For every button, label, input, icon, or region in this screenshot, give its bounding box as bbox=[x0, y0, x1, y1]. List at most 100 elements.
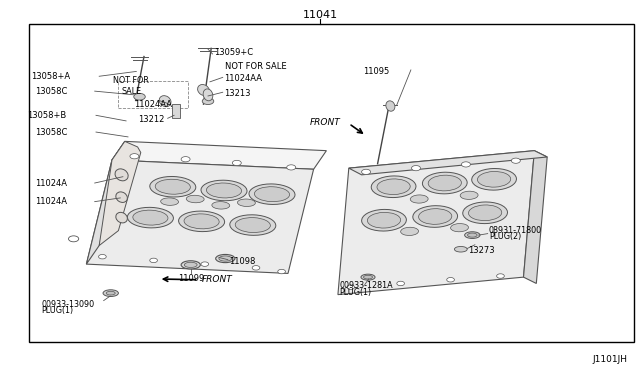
Ellipse shape bbox=[186, 195, 204, 203]
Text: FRONT: FRONT bbox=[202, 275, 232, 284]
Text: 13058+A: 13058+A bbox=[31, 72, 70, 81]
Circle shape bbox=[252, 266, 260, 270]
Text: 08931-71800: 08931-71800 bbox=[489, 226, 542, 235]
Ellipse shape bbox=[181, 261, 200, 269]
Ellipse shape bbox=[465, 232, 480, 238]
Ellipse shape bbox=[401, 227, 419, 235]
Circle shape bbox=[99, 254, 106, 259]
Text: 13212: 13212 bbox=[138, 115, 164, 124]
Text: NOT FOR SALE: NOT FOR SALE bbox=[225, 62, 287, 71]
Circle shape bbox=[362, 169, 371, 174]
Circle shape bbox=[287, 165, 296, 170]
Text: 11098: 11098 bbox=[229, 257, 255, 266]
Polygon shape bbox=[86, 141, 125, 264]
Circle shape bbox=[181, 157, 190, 162]
Circle shape bbox=[461, 162, 470, 167]
Circle shape bbox=[347, 285, 355, 289]
Ellipse shape bbox=[179, 211, 225, 232]
Bar bbox=[118, 81, 188, 108]
Ellipse shape bbox=[428, 175, 461, 191]
Circle shape bbox=[201, 262, 209, 266]
Ellipse shape bbox=[410, 195, 428, 203]
Ellipse shape bbox=[463, 202, 508, 224]
Polygon shape bbox=[524, 151, 547, 283]
Text: 11024A: 11024A bbox=[35, 179, 67, 187]
Ellipse shape bbox=[116, 192, 127, 202]
Ellipse shape bbox=[362, 209, 406, 231]
Ellipse shape bbox=[422, 172, 467, 194]
Ellipse shape bbox=[207, 183, 241, 198]
Polygon shape bbox=[86, 160, 314, 273]
Text: 13058+B: 13058+B bbox=[27, 111, 66, 120]
Text: 13059+C: 13059+C bbox=[214, 48, 253, 57]
Circle shape bbox=[130, 154, 139, 159]
Ellipse shape bbox=[115, 169, 128, 181]
Circle shape bbox=[447, 278, 454, 282]
Text: 11095: 11095 bbox=[364, 67, 390, 76]
Text: 13058C: 13058C bbox=[35, 128, 68, 137]
Text: 13058C: 13058C bbox=[35, 87, 68, 96]
Polygon shape bbox=[338, 151, 534, 295]
Text: PLUG(2): PLUG(2) bbox=[489, 232, 521, 241]
Text: NOT FOR
SALE: NOT FOR SALE bbox=[113, 76, 149, 96]
Ellipse shape bbox=[451, 224, 468, 232]
Text: 00933-13090: 00933-13090 bbox=[42, 300, 95, 309]
Circle shape bbox=[232, 160, 241, 166]
Ellipse shape bbox=[212, 202, 230, 209]
Text: 11024AA: 11024AA bbox=[134, 100, 172, 109]
Text: J1101JH: J1101JH bbox=[592, 355, 627, 364]
Text: 11024AA: 11024AA bbox=[224, 74, 262, 83]
Text: 11024A: 11024A bbox=[35, 197, 67, 206]
Ellipse shape bbox=[472, 169, 516, 190]
Circle shape bbox=[511, 158, 520, 163]
Ellipse shape bbox=[184, 214, 219, 229]
Circle shape bbox=[134, 93, 145, 100]
Ellipse shape bbox=[156, 179, 190, 194]
Text: 00933-1281A: 00933-1281A bbox=[339, 281, 393, 290]
Ellipse shape bbox=[377, 179, 410, 195]
Ellipse shape bbox=[367, 212, 401, 228]
Ellipse shape bbox=[467, 233, 477, 237]
Ellipse shape bbox=[364, 275, 372, 279]
Text: PLUG(1): PLUG(1) bbox=[339, 288, 371, 296]
Ellipse shape bbox=[203, 89, 213, 101]
Ellipse shape bbox=[230, 215, 276, 235]
Circle shape bbox=[150, 258, 157, 263]
Circle shape bbox=[202, 98, 214, 105]
Bar bbox=[29, 24, 634, 342]
Circle shape bbox=[278, 269, 285, 274]
Ellipse shape bbox=[161, 198, 179, 205]
Ellipse shape bbox=[116, 212, 127, 223]
Ellipse shape bbox=[159, 96, 171, 107]
Text: 13273: 13273 bbox=[468, 246, 495, 255]
Text: 13213: 13213 bbox=[224, 89, 250, 97]
Polygon shape bbox=[349, 151, 547, 175]
Ellipse shape bbox=[133, 210, 168, 225]
Ellipse shape bbox=[249, 184, 295, 205]
Ellipse shape bbox=[386, 101, 395, 111]
Ellipse shape bbox=[361, 274, 375, 280]
Ellipse shape bbox=[103, 290, 118, 296]
Circle shape bbox=[497, 274, 504, 278]
Ellipse shape bbox=[371, 176, 416, 198]
Ellipse shape bbox=[201, 180, 247, 201]
Circle shape bbox=[397, 281, 404, 286]
Ellipse shape bbox=[236, 218, 270, 232]
Ellipse shape bbox=[419, 209, 452, 224]
Ellipse shape bbox=[255, 187, 289, 202]
Polygon shape bbox=[112, 141, 326, 169]
Ellipse shape bbox=[237, 199, 255, 206]
Ellipse shape bbox=[413, 206, 458, 227]
Ellipse shape bbox=[127, 207, 173, 228]
Ellipse shape bbox=[477, 171, 511, 187]
Text: 11041: 11041 bbox=[303, 10, 337, 20]
Bar bbox=[172, 104, 180, 118]
Ellipse shape bbox=[454, 246, 467, 252]
Ellipse shape bbox=[468, 205, 502, 221]
Text: FRONT: FRONT bbox=[310, 118, 340, 126]
Ellipse shape bbox=[106, 291, 115, 295]
Circle shape bbox=[412, 166, 420, 171]
Ellipse shape bbox=[460, 191, 478, 199]
Ellipse shape bbox=[184, 262, 197, 267]
Text: PLUG(1): PLUG(1) bbox=[42, 306, 74, 315]
